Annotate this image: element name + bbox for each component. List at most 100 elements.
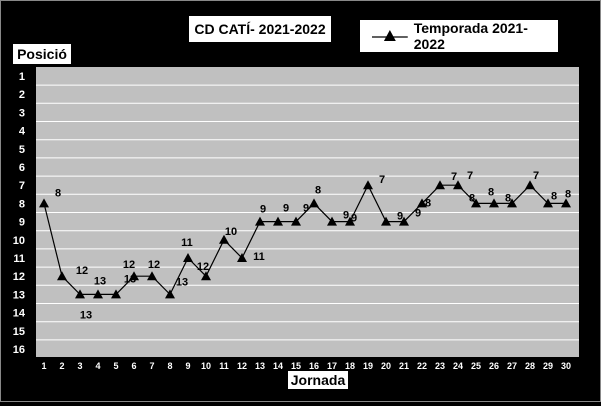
data-point-marker (219, 234, 229, 244)
x-tick-label: 9 (185, 361, 190, 371)
x-tick-label: 8 (167, 361, 172, 371)
y-axis-label-box: Posició (12, 43, 72, 65)
y-tick-label: 10 (13, 235, 25, 247)
y-tick-label: 5 (19, 144, 25, 156)
data-point-marker (561, 198, 571, 208)
x-tick-label: 16 (309, 361, 319, 371)
data-label: 9 (343, 210, 349, 222)
data-label: 8 (425, 197, 431, 209)
data-label: 7 (467, 170, 473, 182)
data-label: 8 (315, 184, 321, 196)
data-label: 9 (260, 204, 266, 216)
x-tick-label: 14 (273, 361, 283, 371)
data-point-marker (507, 198, 517, 208)
x-tick-label: 4 (95, 361, 100, 371)
data-point-marker (471, 198, 481, 208)
x-tick-label: 15 (291, 361, 301, 371)
x-tick-label: 13 (255, 361, 265, 371)
x-tick-label: 17 (327, 361, 337, 371)
x-axis-label: Jornada (290, 372, 346, 388)
data-point-marker (183, 253, 193, 262)
data-label: 9 (303, 203, 309, 215)
legend-marker-icon (372, 30, 408, 41)
x-tick-label: 30 (561, 361, 571, 371)
x-tick-label: 7 (149, 361, 154, 371)
data-label: 13 (94, 275, 106, 287)
y-tick-label: 16 (13, 344, 25, 356)
x-tick-label: 20 (381, 361, 391, 371)
data-label: 9 (415, 208, 421, 220)
data-label: 13 (124, 273, 136, 285)
x-tick-label: 12 (237, 361, 247, 371)
y-tick-label: 4 (19, 126, 26, 138)
x-tick-label: 3 (77, 361, 82, 371)
data-point-marker (309, 198, 319, 208)
x-tick-label: 24 (453, 361, 463, 371)
x-tick-label: 21 (399, 361, 409, 371)
data-label: 7 (379, 174, 385, 186)
x-tick-label: 25 (471, 361, 481, 371)
x-tick-label: 27 (507, 361, 517, 371)
data-point-marker (525, 180, 535, 190)
legend: Temporada 2021-2022 (359, 19, 559, 53)
data-point-marker (453, 180, 463, 190)
data-point-marker (93, 289, 103, 299)
data-point-marker (543, 198, 553, 208)
y-axis-label: Posició (17, 46, 67, 62)
data-label: 12 (148, 259, 160, 271)
data-point-marker (435, 180, 445, 190)
data-point-marker (489, 198, 499, 208)
y-tick-label: 14 (13, 308, 26, 320)
chart-title: CD CATÍ- 2021-2022 (194, 21, 326, 37)
data-label: 9 (397, 211, 403, 223)
x-tick-label: 10 (201, 361, 211, 371)
legend-label: Temporada 2021-2022 (413, 20, 528, 52)
data-point-marker (129, 271, 139, 281)
data-point-marker (381, 216, 391, 226)
data-point-marker (327, 216, 337, 226)
data-label: 8 (565, 188, 571, 200)
data-label: 7 (451, 171, 457, 183)
x-tick-label: 5 (113, 361, 118, 371)
data-label: 11 (181, 237, 193, 249)
x-tick-label: 26 (489, 361, 499, 371)
y-tick-label: 1 (19, 71, 25, 83)
data-label: 12 (123, 259, 135, 271)
data-point-marker (75, 289, 85, 299)
data-point-marker (255, 216, 265, 226)
data-point-marker (57, 271, 67, 281)
data-label: 8 (488, 186, 494, 198)
data-point-marker (363, 180, 373, 190)
x-tick-label: 18 (345, 361, 355, 371)
data-point-marker (399, 216, 409, 226)
y-tick-label: 7 (19, 180, 25, 192)
data-point-marker (273, 216, 283, 226)
data-point-marker (165, 289, 175, 299)
chart-title-box: CD CATÍ- 2021-2022 (188, 15, 332, 43)
data-point-marker (111, 289, 121, 299)
data-point-marker (345, 216, 355, 226)
y-tick-label: 6 (19, 162, 25, 174)
data-label: 9 (283, 203, 289, 215)
data-point-marker (201, 271, 211, 281)
y-tick-label: 12 (13, 271, 25, 283)
x-tick-label: 22 (417, 361, 427, 371)
y-tick-label: 3 (19, 107, 25, 119)
data-point-marker (291, 216, 301, 226)
data-label: 9 (351, 213, 357, 225)
data-label: 8 (551, 190, 557, 202)
x-tick-label: 6 (131, 361, 136, 371)
y-tick-label: 8 (19, 198, 25, 210)
data-label: 8 (505, 192, 511, 204)
x-tick-label: 11 (219, 361, 229, 371)
data-label: 11 (253, 251, 265, 263)
data-point-marker (147, 271, 157, 281)
x-tick-label: 19 (363, 361, 373, 371)
y-tick-label: 2 (19, 89, 25, 101)
data-label: 13 (80, 309, 92, 321)
x-tick-label: 29 (543, 361, 553, 371)
data-point-marker (417, 198, 427, 208)
x-axis-label-box: Jornada (287, 370, 349, 390)
